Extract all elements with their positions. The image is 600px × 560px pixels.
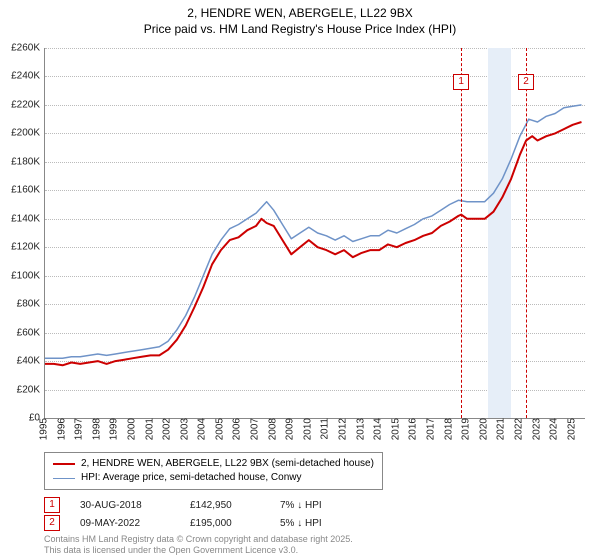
sale-delta: 5% ↓ HPI [280, 518, 380, 529]
xtick-label: 2008 [267, 418, 278, 440]
ytick-label: £80K [0, 299, 40, 310]
xtick-label: 2017 [425, 418, 436, 440]
legend-row: HPI: Average price, semi-detached house,… [53, 471, 374, 485]
title-line2: Price paid vs. HM Land Registry's House … [0, 22, 600, 38]
sale-price: £195,000 [190, 518, 260, 529]
series-price_paid [45, 122, 582, 365]
legend-label: 2, HENDRE WEN, ABERGELE, LL22 9BX (semi-… [81, 457, 374, 471]
xtick-label: 2022 [513, 418, 524, 440]
title-line1: 2, HENDRE WEN, ABERGELE, LL22 9BX [0, 6, 600, 22]
xtick-label: 2019 [461, 418, 472, 440]
ytick-label: £100K [0, 270, 40, 281]
xtick-label: 1995 [39, 418, 50, 440]
legend-box: 2, HENDRE WEN, ABERGELE, LL22 9BX (semi-… [44, 452, 383, 490]
sale-marker-1: 1 [44, 497, 60, 513]
xtick-label: 2005 [214, 418, 225, 440]
ytick-label: £160K [0, 185, 40, 196]
legend-swatch-hpi [53, 478, 75, 479]
sale-date: 30-AUG-2018 [80, 500, 170, 511]
sale-marker-line [461, 48, 462, 418]
xtick-label: 2000 [126, 418, 137, 440]
ytick-label: £40K [0, 356, 40, 367]
xtick-label: 2020 [478, 418, 489, 440]
ytick-label: £200K [0, 128, 40, 139]
ytick-label: £180K [0, 156, 40, 167]
footer-note: Contains HM Land Registry data © Crown c… [44, 534, 353, 556]
xtick-label: 2001 [144, 418, 155, 440]
sales-row: 1 30-AUG-2018 £142,950 7% ↓ HPI [44, 496, 380, 514]
xtick-label: 2003 [179, 418, 190, 440]
xtick-label: 2021 [496, 418, 507, 440]
xtick-label: 1999 [109, 418, 120, 440]
sales-table: 1 30-AUG-2018 £142,950 7% ↓ HPI 2 09-MAY… [44, 496, 380, 532]
ytick-label: £240K [0, 71, 40, 82]
xtick-label: 2010 [302, 418, 313, 440]
legend-label: HPI: Average price, semi-detached house,… [81, 471, 302, 485]
ytick-label: £60K [0, 327, 40, 338]
xtick-label: 2006 [232, 418, 243, 440]
line-series-svg [45, 48, 585, 418]
xtick-label: 2013 [355, 418, 366, 440]
xtick-label: 2018 [443, 418, 454, 440]
sale-marker-box: 2 [518, 74, 534, 90]
sale-marker-box: 1 [453, 74, 469, 90]
ytick-label: £220K [0, 99, 40, 110]
ytick-label: £0 [0, 413, 40, 424]
series-hpi [45, 105, 582, 358]
ytick-label: £260K [0, 43, 40, 54]
title-block: 2, HENDRE WEN, ABERGELE, LL22 9BX Price … [0, 0, 600, 37]
xtick-label: 2012 [338, 418, 349, 440]
xtick-label: 2011 [320, 418, 331, 440]
xtick-label: 1997 [74, 418, 85, 440]
sale-delta: 7% ↓ HPI [280, 500, 380, 511]
legend-row: 2, HENDRE WEN, ABERGELE, LL22 9BX (semi-… [53, 457, 374, 471]
footer-line2: This data is licensed under the Open Gov… [44, 545, 353, 556]
chart-plot-area: 12 [44, 48, 585, 419]
ytick-label: £140K [0, 213, 40, 224]
xtick-label: 2007 [250, 418, 261, 440]
xtick-label: 2002 [162, 418, 173, 440]
sale-date: 09-MAY-2022 [80, 518, 170, 529]
xtick-label: 1996 [56, 418, 67, 440]
sale-price: £142,950 [190, 500, 260, 511]
footer-line1: Contains HM Land Registry data © Crown c… [44, 534, 353, 545]
ytick-label: £20K [0, 384, 40, 395]
legend-swatch-price-paid [53, 463, 75, 465]
xtick-label: 2004 [197, 418, 208, 440]
xtick-label: 2025 [566, 418, 577, 440]
xtick-label: 2009 [285, 418, 296, 440]
xtick-label: 2015 [390, 418, 401, 440]
xtick-label: 1998 [91, 418, 102, 440]
xtick-label: 2023 [531, 418, 542, 440]
xtick-label: 2016 [408, 418, 419, 440]
chart-container: 2, HENDRE WEN, ABERGELE, LL22 9BX Price … [0, 0, 600, 560]
ytick-label: £120K [0, 242, 40, 253]
xtick-label: 2014 [373, 418, 384, 440]
xtick-label: 2024 [549, 418, 560, 440]
sale-marker-2: 2 [44, 515, 60, 531]
sales-row: 2 09-MAY-2022 £195,000 5% ↓ HPI [44, 514, 380, 532]
sale-marker-line [526, 48, 527, 418]
